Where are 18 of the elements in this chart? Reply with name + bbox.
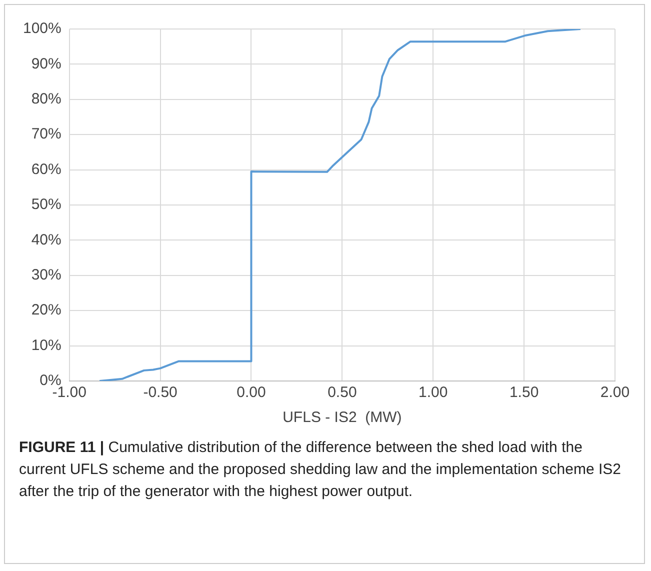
x-tick-label: 2.00 <box>600 384 630 402</box>
y-tick-label: 30% <box>31 266 62 284</box>
x-tick-label: -0.50 <box>143 384 178 402</box>
y-tick-label: 50% <box>31 196 62 214</box>
x-axis-title: UFLS - IS2 (MW) <box>282 409 402 426</box>
x-tick-label: 0.00 <box>236 384 266 402</box>
x-tick-label: 1.00 <box>418 384 448 402</box>
y-tick-label: 40% <box>31 231 62 248</box>
y-tick-label: 90% <box>31 55 62 72</box>
y-tick-label: 100% <box>22 20 62 38</box>
x-tick-label: 0.50 <box>328 384 357 402</box>
caption: FIGURE 11 | Cumulative distribution of the difference between the shed load with the current UFLS scheme and the proposed shedding law and the implementation scheme IS2 after the trip of the generator with the highest power output. <box>19 438 622 502</box>
y-tick-label: 80% <box>31 90 62 108</box>
y-tick-label: 20% <box>31 302 62 319</box>
y-tick-label: 10% <box>31 336 62 354</box>
y-tick-label: 60% <box>31 160 62 178</box>
y-tick-label: 70% <box>31 126 62 143</box>
x-tick-label: 1.50 <box>509 384 539 402</box>
